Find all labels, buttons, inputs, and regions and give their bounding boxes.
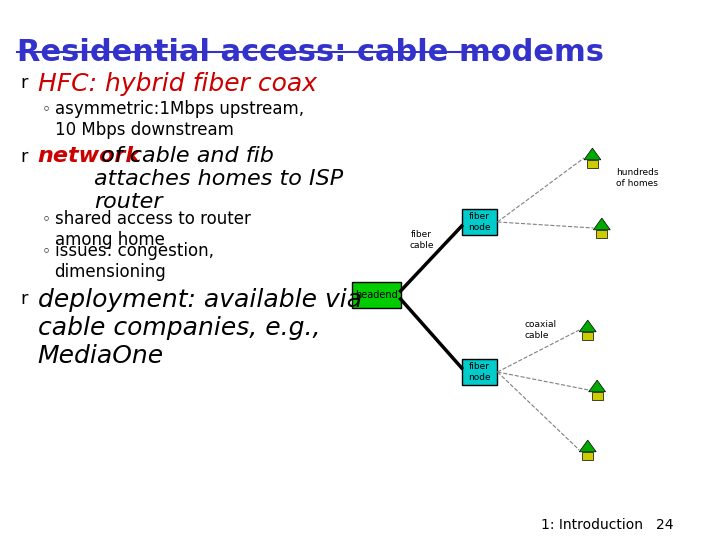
Text: 1: Introduction: 1: Introduction xyxy=(541,518,643,532)
Text: r: r xyxy=(21,148,28,166)
Polygon shape xyxy=(580,320,596,332)
Text: network: network xyxy=(37,146,140,166)
Text: headend: headend xyxy=(355,290,397,300)
Text: fiber
node: fiber node xyxy=(468,362,491,382)
Text: coaxial
cable: coaxial cable xyxy=(525,320,557,340)
Text: hundreds
of homes: hundreds of homes xyxy=(616,168,658,188)
Text: Residential access: cable modems: Residential access: cable modems xyxy=(17,38,604,67)
Bar xyxy=(582,332,593,340)
Bar xyxy=(587,160,598,168)
Text: ◦: ◦ xyxy=(41,244,50,259)
Text: asymmetric:1Mbps upstream,
10 Mbps downstream: asymmetric:1Mbps upstream, 10 Mbps downs… xyxy=(55,100,304,139)
FancyBboxPatch shape xyxy=(462,209,498,235)
Text: deployment: available via
cable companies, e.g.,
MediaOne: deployment: available via cable companie… xyxy=(37,288,361,368)
Polygon shape xyxy=(593,218,611,230)
Text: fiber
cable: fiber cable xyxy=(409,230,433,249)
Text: ◦: ◦ xyxy=(41,212,50,227)
Bar xyxy=(596,230,608,239)
FancyBboxPatch shape xyxy=(351,282,400,308)
Text: fiber
node: fiber node xyxy=(468,212,491,232)
Text: of cable and fib
attaches homes to ISP
router: of cable and fib attaches homes to ISP r… xyxy=(94,146,343,212)
Polygon shape xyxy=(584,148,601,160)
Text: issues: congestion,
dimensioning: issues: congestion, dimensioning xyxy=(55,242,214,281)
Text: r: r xyxy=(21,290,28,308)
Bar xyxy=(582,452,593,461)
FancyBboxPatch shape xyxy=(462,359,498,385)
Text: HFC: hybrid fiber coax: HFC: hybrid fiber coax xyxy=(37,72,317,96)
Text: r: r xyxy=(21,74,28,92)
Polygon shape xyxy=(580,440,596,452)
Bar xyxy=(592,392,603,401)
Text: shared access to router
among home: shared access to router among home xyxy=(55,210,251,249)
Text: ◦: ◦ xyxy=(41,102,50,117)
Polygon shape xyxy=(589,380,606,392)
Text: 24: 24 xyxy=(657,518,674,532)
